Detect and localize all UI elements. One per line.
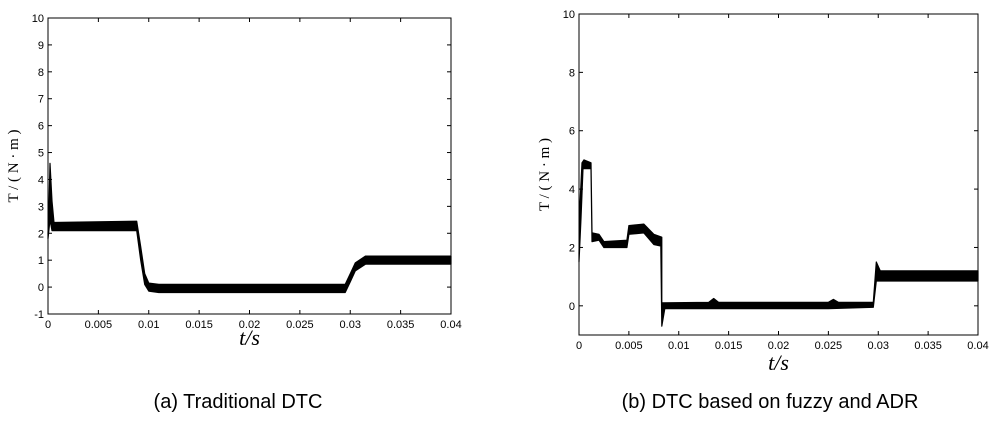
y-tick-label: 2: [38, 228, 44, 240]
x-tick-label: 0.04: [967, 340, 988, 352]
x-tick-label: 0.02: [239, 319, 260, 331]
y-tick-label: 0: [569, 301, 575, 313]
x-tick-label: 0: [45, 319, 51, 331]
y-tick-label: -1: [34, 309, 44, 321]
y-tick-label: 1: [38, 255, 44, 267]
x-axis-label: t/s: [239, 325, 260, 350]
x-tick-label: 0.035: [914, 340, 942, 352]
chart-caption: (b) DTC based on fuzzy and ADR: [622, 391, 919, 413]
y-tick-label: 3: [38, 201, 44, 213]
y-tick-label: 6: [38, 121, 44, 133]
x-axis-label: t/s: [768, 350, 789, 375]
y-tick-label: 10: [32, 13, 44, 25]
y-tick-label: 4: [38, 174, 44, 186]
y-tick-label: 7: [38, 94, 44, 106]
chart-a: 0 0.005 0.01 0.015 0.02 0.025 0.03 0.035 0.04-10…: [6, 13, 462, 413]
chart-b: 0 0.005 0.01 0.015 0.02 0.025 0.03 0.035 0.04 0 2 4…: [537, 9, 989, 413]
x-tick-label: 0.035: [387, 319, 415, 331]
y-tick-label: 6: [569, 126, 575, 138]
x-tick-label: 0.04: [440, 319, 461, 331]
y-axis-label: T / ( N · m ): [6, 129, 22, 202]
x-tick-label: 0.025: [286, 319, 314, 331]
y-tick-label: 2: [569, 242, 575, 254]
chart-caption: (a) Traditional DTC: [154, 391, 323, 413]
x-tick-label: 0: [576, 340, 582, 352]
y-tick-label: 9: [38, 40, 44, 52]
y-tick-label: 8: [38, 67, 44, 79]
y-tick-label: 4: [569, 184, 575, 196]
plot-frame: [47, 17, 452, 315]
x-tick-label: 0.005: [615, 340, 643, 352]
x-tick-label: 0.005: [85, 319, 113, 331]
x-tick-label: 0.01: [138, 319, 159, 331]
plot-frame: [578, 13, 979, 336]
x-tick-label: 0.02: [768, 340, 789, 352]
x-tick-label: 0.015: [715, 340, 743, 352]
x-tick-label: 0.03: [340, 319, 361, 331]
torque-series-band: [578, 159, 979, 327]
y-axis-label: T / ( N · m ): [537, 138, 553, 211]
x-tick-label: 0.03: [868, 340, 889, 352]
x-tick-label: 0.01: [668, 340, 689, 352]
y-tick-label: 10: [563, 9, 575, 21]
y-tick-label: 0: [38, 282, 44, 294]
x-tick-label: 0.015: [185, 319, 213, 331]
y-tick-label: 5: [38, 148, 44, 160]
x-tick-label: 0.025: [815, 340, 843, 352]
torque-series-band: [47, 162, 452, 294]
y-tick-label: 8: [569, 67, 575, 79]
